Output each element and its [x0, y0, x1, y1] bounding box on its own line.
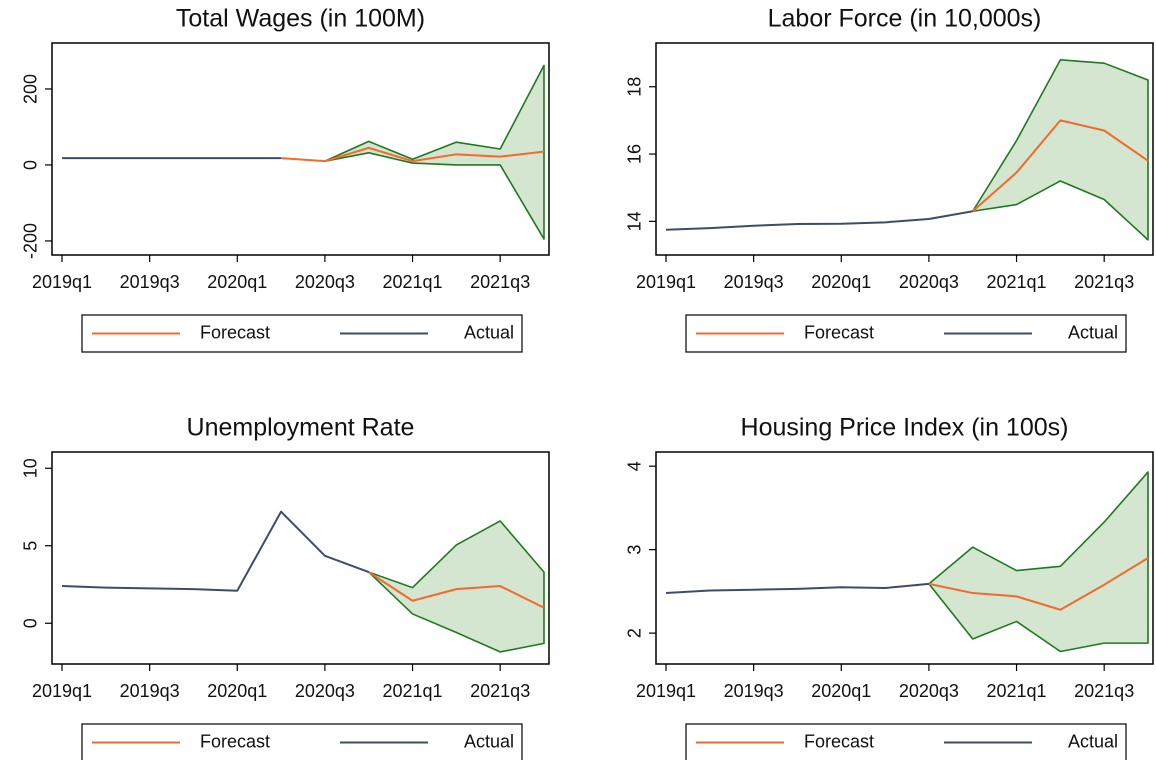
series-line [928, 557, 1149, 611]
x-tick-label: 2020q1 [207, 681, 267, 701]
x-tick-label: 2021q1 [987, 681, 1047, 701]
y-tick-label: 2 [625, 628, 645, 638]
chart-title: Labor Force (in 10,000s) [768, 5, 1042, 33]
series-line [368, 571, 545, 609]
x-tick-label: 2019q1 [636, 681, 696, 701]
y-tick-label: 4 [625, 461, 645, 471]
legend-label: Forecast [200, 731, 270, 751]
legend-label: Forecast [804, 731, 874, 751]
x-tick-label: 2021q3 [1074, 272, 1134, 292]
x-tick-label: 2020q1 [811, 681, 871, 701]
x-tick-label: 2019q3 [120, 272, 180, 292]
legend-box [81, 314, 523, 353]
x-tick-label: 2020q3 [295, 681, 355, 701]
forecast-band [367, 520, 545, 653]
x-tick-label: 2019q1 [32, 681, 92, 701]
y-tick-label: 10 [21, 458, 41, 478]
y-tick-label: 200 [21, 74, 41, 104]
x-tick-label: 2020q1 [811, 272, 871, 292]
y-tick-label: -200 [21, 223, 41, 259]
x-tick-label: 2020q3 [899, 681, 959, 701]
x-tick-label: 2020q1 [207, 272, 267, 292]
forecast-band [971, 59, 1149, 241]
x-tick-label: 2021q3 [1074, 681, 1134, 701]
x-tick-label: 2021q1 [383, 272, 443, 292]
legend-label: Forecast [200, 322, 270, 342]
y-tick-label: 0 [21, 160, 41, 170]
legend-label: Actual [464, 731, 514, 751]
x-tick-label: 2019q3 [120, 681, 180, 701]
x-tick-label: 2019q1 [32, 272, 92, 292]
y-tick-label: 3 [625, 545, 645, 555]
plot-frame [51, 451, 550, 665]
legend-label: Actual [1068, 322, 1118, 342]
forecast-band [928, 471, 1149, 653]
chart-title: Housing Price Index (in 100s) [741, 414, 1069, 442]
legend-label: Actual [464, 322, 514, 342]
x-tick-label: 2021q1 [383, 681, 443, 701]
series-line [61, 510, 370, 592]
y-tick-label: 16 [625, 144, 645, 164]
series-line [665, 210, 973, 231]
series-line [972, 119, 1149, 213]
x-tick-label: 2020q3 [295, 272, 355, 292]
series-line [665, 582, 930, 595]
chart-title: Total Wages (in 100M) [176, 5, 425, 33]
series-line [281, 146, 545, 163]
plot-frame [655, 42, 1154, 256]
x-tick-label: 2020q3 [899, 272, 959, 292]
x-tick-label: 2021q3 [470, 681, 530, 701]
x-tick-label: 2021q3 [470, 272, 530, 292]
x-tick-label: 2019q1 [636, 272, 696, 292]
plot-frame [51, 42, 550, 256]
plot-frame [655, 451, 1154, 665]
chart-title: Unemployment Rate [187, 414, 415, 442]
x-tick-label: 2019q3 [724, 272, 784, 292]
legend-label: Actual [1068, 731, 1118, 751]
y-tick-label: 18 [625, 77, 645, 97]
y-tick-label: 0 [21, 618, 41, 628]
y-tick-label: 5 [21, 541, 41, 551]
x-tick-label: 2019q3 [724, 681, 784, 701]
x-tick-label: 2021q1 [987, 272, 1047, 292]
y-tick-label: 14 [625, 211, 645, 231]
legend-label: Forecast [804, 322, 874, 342]
